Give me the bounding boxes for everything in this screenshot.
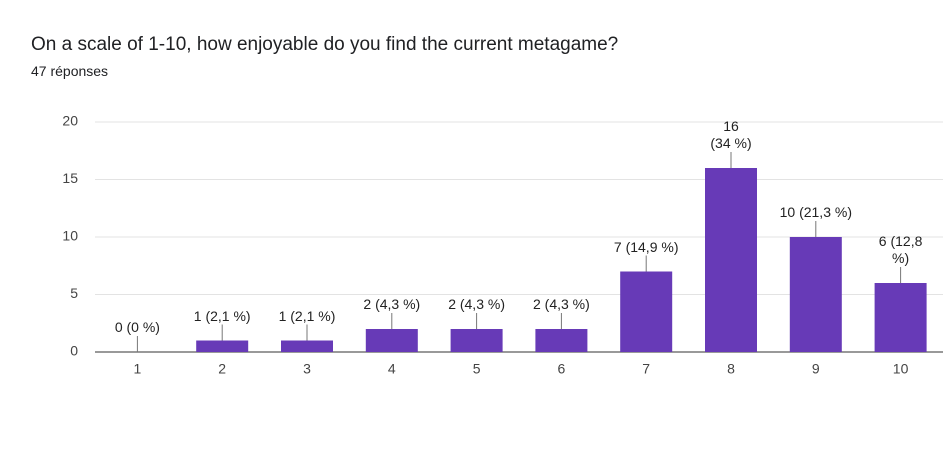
bar — [535, 329, 588, 352]
x-tick-label: 10 — [893, 361, 909, 377]
x-tick-label: 5 — [473, 361, 481, 377]
value-label: 1 (2,1 %) — [278, 307, 336, 324]
value-label: 16 (34 %) — [710, 118, 752, 151]
x-tick-label: 8 — [727, 361, 735, 377]
x-tick-label: 9 — [812, 361, 820, 377]
value-label: 10 (21,3 %) — [779, 204, 852, 220]
value-label: 2 (4,3 %) — [532, 296, 590, 312]
bar — [365, 329, 418, 352]
x-tick-label: 6 — [558, 361, 566, 377]
bar — [450, 329, 503, 352]
value-label: 2 (4,3 %) — [448, 296, 505, 312]
bar — [874, 283, 927, 352]
y-tick-label: 15 — [62, 170, 78, 186]
x-tick-label: 7 — [642, 361, 650, 377]
y-tick-label: 5 — [70, 285, 78, 301]
value-label: 2 (4,3 %) — [363, 296, 421, 312]
bar — [281, 340, 333, 352]
value-label: 1 (2,1 %) — [193, 307, 251, 324]
x-tick-label: 2 — [218, 361, 226, 377]
bar — [705, 168, 757, 352]
x-tick-label: 3 — [303, 361, 311, 377]
chart-subtitle: 47 réponses — [31, 63, 109, 79]
x-tick-label: 4 — [388, 361, 396, 377]
value-label: 0 (0 %) — [114, 319, 160, 335]
y-tick-label: 20 — [62, 113, 78, 129]
bar — [620, 271, 673, 352]
y-tick-label: 10 — [62, 228, 78, 244]
y-tick-label: 0 — [70, 343, 78, 359]
value-label: 7 (14,9 %) — [613, 238, 679, 255]
x-tick-label: 1 — [134, 361, 142, 377]
value-label: 6 (12,8 %) — [878, 233, 923, 266]
bar — [789, 237, 842, 352]
chart-title: On a scale of 1-10, how enjoyable do you… — [31, 34, 619, 55]
bar — [196, 340, 249, 352]
